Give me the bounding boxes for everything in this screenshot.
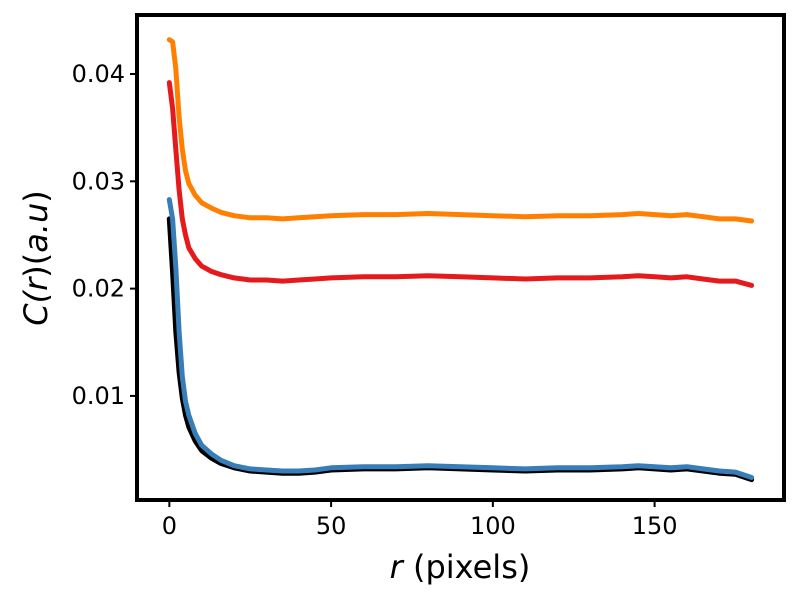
series-line-3 xyxy=(166,37,755,224)
plot-area xyxy=(137,15,784,500)
x-axis-label: r (pixels) xyxy=(390,548,531,586)
y-tick-label: 0.01 xyxy=(72,382,125,410)
x-axis-ticks: 0 50 100 150 xyxy=(162,500,678,540)
x-tick-label: 0 xyxy=(162,512,177,540)
x-tick-label: 50 xyxy=(316,512,347,540)
y-tick-label: 0.03 xyxy=(72,167,125,195)
series-layer xyxy=(166,37,755,483)
x-tick-label: 100 xyxy=(470,512,516,540)
plot-frame xyxy=(135,13,786,502)
y-axis-label: C(r)(a.u) xyxy=(17,190,55,326)
y-tick-label: 0.02 xyxy=(72,275,125,303)
y-axis-ticks: 0.01 0.02 0.03 0.04 xyxy=(72,60,137,410)
series-line-2 xyxy=(166,80,755,288)
series-line-1 xyxy=(166,197,755,480)
y-tick-label: 0.04 xyxy=(72,60,125,88)
x-tick-label: 150 xyxy=(632,512,678,540)
